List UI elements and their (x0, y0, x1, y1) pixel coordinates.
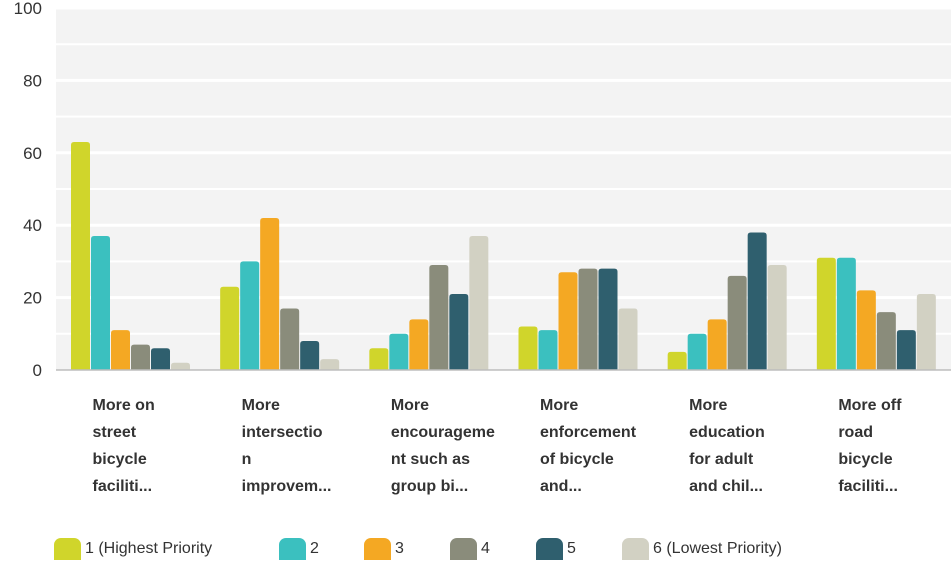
bar (369, 348, 389, 370)
bar (469, 236, 489, 370)
x-tick-label: More intersectio n improvem... (242, 397, 332, 495)
legend-swatch (54, 538, 81, 560)
bar (916, 293, 936, 370)
bar (91, 236, 110, 370)
legend-item: 3 (364, 538, 404, 560)
x-tick-label: More enforcement of bicycle and... (540, 397, 637, 495)
x-tick-label: More encourageme nt such as group bi... (391, 397, 495, 495)
legend-item: 5 (536, 538, 576, 560)
y-tick-label: 80 (23, 71, 42, 90)
legend-item: 6 (Lowest Priority) (622, 538, 782, 560)
legend-item: 1 (Highest Priority (54, 538, 212, 560)
legend-label: 4 (481, 540, 490, 557)
legend-item: 4 (450, 538, 490, 560)
bar-chart: 0 20 40 60 80 100 More on street bicycle facilit… (14, 0, 951, 495)
bar (836, 257, 856, 370)
bar (598, 268, 618, 370)
bar (280, 308, 300, 370)
x-tick-label: More education for adult and chil... (689, 397, 765, 495)
legend-swatch (450, 538, 477, 560)
bar (578, 268, 598, 370)
y-tick-label: 20 (23, 289, 42, 308)
bar (896, 330, 916, 370)
legend-swatch (536, 538, 563, 560)
bar (449, 293, 469, 370)
y-tick-label: 100 (14, 0, 42, 18)
y-tick-label: 60 (23, 144, 42, 163)
bar (707, 319, 727, 370)
bar (429, 265, 449, 370)
bar (131, 344, 150, 370)
bar (409, 319, 429, 370)
bar (389, 333, 409, 370)
bar (558, 272, 578, 370)
legend: 1 (Highest Priority 2 3 4 5 6 (Lowest Priorit… (0, 538, 951, 564)
bar (727, 275, 747, 370)
legend-swatch (279, 538, 306, 560)
legend-label: 2 (310, 540, 319, 557)
bar (220, 286, 240, 370)
bar (320, 359, 340, 370)
bar (260, 217, 280, 370)
bar (856, 290, 876, 370)
bar (71, 141, 90, 370)
bar (618, 308, 638, 370)
bar (876, 312, 896, 370)
legend-label: 5 (567, 540, 576, 557)
y-tick-label: 0 (33, 361, 42, 380)
bar (538, 330, 558, 370)
bar (518, 326, 538, 370)
x-tick-label: More off road bicycle faciliti... (838, 397, 902, 495)
bar (816, 257, 836, 370)
bars (71, 141, 936, 370)
x-tick-label: More on street bicycle faciliti... (93, 397, 155, 495)
x-axis-labels: More on street bicycle faciliti... More inter… (93, 397, 903, 495)
legend-label: 1 (Highest Priority (85, 540, 213, 557)
bar (171, 362, 190, 370)
legend-label: 6 (Lowest Priority) (653, 540, 782, 557)
bar (687, 333, 707, 370)
bar (767, 265, 787, 370)
bar (667, 351, 687, 370)
legend-label: 3 (395, 540, 404, 557)
y-tick-label: 40 (23, 216, 42, 235)
bar (747, 232, 767, 370)
legend-item: 2 (279, 538, 319, 560)
bar (300, 341, 320, 370)
legend-swatch (622, 538, 649, 560)
y-axis-ticks: 0 20 40 60 80 100 (14, 0, 42, 380)
bar (151, 348, 170, 370)
legend-swatch (364, 538, 391, 560)
gridlines (56, 6, 951, 335)
bar (111, 330, 130, 370)
bar (240, 261, 260, 370)
